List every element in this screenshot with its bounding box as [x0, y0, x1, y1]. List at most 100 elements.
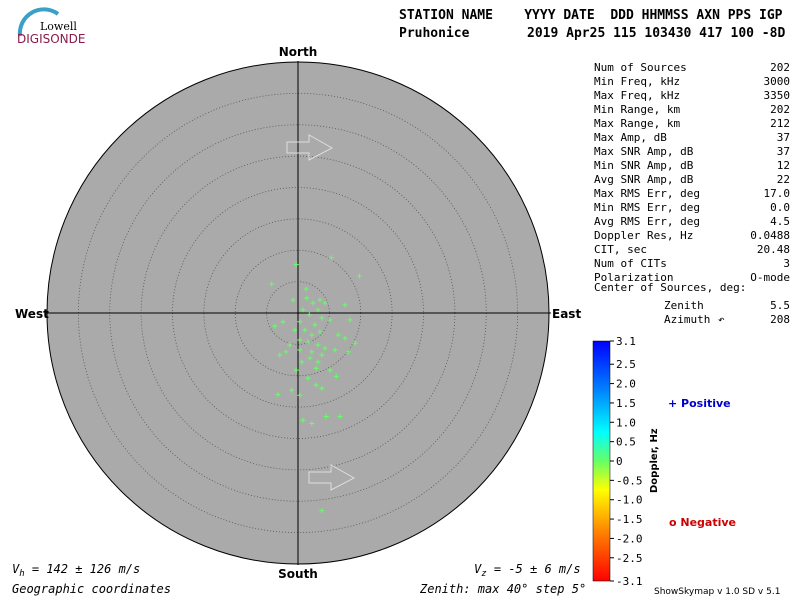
stat-value: 37: [777, 131, 790, 144]
source-point: [337, 414, 343, 420]
source-point: [309, 349, 315, 355]
source-point: [303, 286, 309, 292]
source-point: [347, 317, 353, 323]
source-point: [292, 327, 298, 333]
stat-label: Min SNR Amp, dB: [594, 159, 694, 172]
colorbar: [592, 340, 611, 582]
stat-label: Max Freq, kHz: [594, 89, 680, 102]
source-point: [317, 297, 323, 303]
source-point: [313, 365, 319, 371]
source-point: [335, 332, 341, 338]
stat-label: Polarization: [594, 271, 673, 284]
arrow: [286, 134, 334, 161]
source-point: [312, 322, 318, 328]
positive-legend: + Positive: [668, 397, 731, 410]
source-point: [327, 317, 333, 323]
stat-value: 22: [777, 173, 790, 186]
source-point: [287, 342, 293, 348]
colorbar-label: Doppler, Hz: [649, 428, 660, 493]
source-point: [317, 329, 323, 335]
stat-value: 17.0: [764, 187, 791, 200]
source-point: [315, 359, 321, 365]
source-point: [322, 345, 328, 351]
colorbar-tick-label: -3.1: [616, 575, 643, 588]
stat-label: Min Range, km: [594, 103, 680, 116]
source-point: [280, 319, 286, 325]
source-point: [352, 340, 358, 346]
source-point: [297, 337, 303, 343]
source-point: [300, 417, 306, 423]
colorbar-tick-label: -0.5: [616, 474, 643, 487]
source-point: [289, 387, 295, 393]
zenith-label: Zenith: [664, 299, 704, 312]
source-point: [302, 327, 308, 333]
header-values: 2019 Apr25 115 103430 417 100 -8D: [527, 26, 785, 41]
source-point: [332, 347, 338, 353]
stat-value: O-mode: [750, 271, 790, 284]
stat-value: 202: [770, 61, 790, 74]
vh-text: Vh = 142 ± 126 m/s: [12, 562, 140, 579]
version-text: ShowSkymap v 1.0 SD v 5.1: [654, 587, 780, 597]
arrow: [308, 464, 356, 491]
source-point: [345, 349, 351, 355]
source-point: [319, 508, 325, 514]
header-labels: STATION NAME YYYY DATE DDD HHMMSS AXN PP…: [399, 8, 783, 23]
stat-label: Max SNR Amp, dB: [594, 145, 694, 158]
stat-label: CIT, sec: [594, 243, 647, 256]
azimuth-label: Azimuth: [664, 313, 710, 326]
colorbar-tick-label: 0.5: [616, 436, 636, 449]
stat-value: 3000: [764, 75, 791, 88]
source-point: [297, 347, 303, 353]
east-label: East: [552, 307, 581, 321]
source-point: [342, 335, 348, 341]
azimuth-icon: ↶: [718, 313, 725, 326]
stat-value: 20.48: [757, 243, 790, 256]
stat-label: Doppler Res, Hz: [594, 229, 693, 242]
source-point: [319, 352, 325, 358]
stat-label: Max RMS Err, deg: [594, 187, 700, 200]
stat-label: Min Freq, kHz: [594, 75, 680, 88]
source-point: [275, 392, 281, 398]
logo-top: Lowell: [40, 20, 77, 33]
stat-label: Max Amp, dB: [594, 131, 667, 144]
coords-text: Geographic coordinates: [12, 582, 171, 596]
stat-label: Avg RMS Err, deg: [594, 215, 700, 228]
stat-label: Num of Sources: [594, 61, 687, 74]
source-point: [269, 281, 275, 287]
stat-label: Num of CITs: [594, 257, 667, 270]
source-point: [277, 352, 283, 358]
source-point: [293, 367, 299, 373]
source-point: [307, 355, 313, 361]
source-point: [304, 295, 310, 301]
zenith-text: Zenith: max 40° step 5°: [419, 582, 586, 596]
source-point: [309, 332, 315, 338]
stat-value: 0.0488: [750, 229, 790, 242]
source-point: [323, 414, 329, 420]
source-point: [290, 297, 296, 303]
center-title: Center of Sources, deg:: [594, 281, 746, 294]
source-point: [306, 312, 312, 318]
negative-legend: o Negative: [669, 516, 736, 529]
stat-value: 3: [783, 257, 790, 270]
source-point: [310, 300, 316, 306]
colorbar-tick-label: 1.0: [616, 416, 636, 429]
source-point: [313, 382, 319, 388]
source-point: [342, 302, 348, 308]
colorbar-tick-label: -2.5: [616, 552, 643, 565]
stat-value: 3350: [764, 89, 791, 102]
source-point: [272, 323, 278, 329]
stat-value: 202: [770, 103, 790, 116]
source-point: [293, 262, 299, 268]
colorbar-tick-label: 1.5: [616, 397, 636, 410]
source-point: [283, 349, 289, 355]
source-point: [333, 373, 339, 379]
stat-label: Avg SNR Amp, dB: [594, 173, 694, 186]
source-point: [356, 273, 362, 279]
south-label: South: [278, 567, 318, 581]
header-station: Pruhonice: [399, 26, 470, 41]
source-point: [297, 392, 303, 398]
source-point: [319, 385, 325, 391]
colorbar-tick-label: -1.0: [616, 494, 643, 507]
west-label: West: [15, 307, 49, 321]
